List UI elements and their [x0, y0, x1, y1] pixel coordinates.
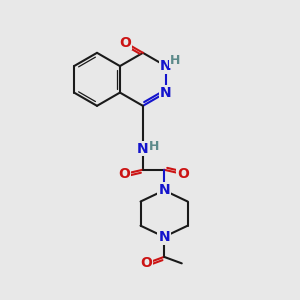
Text: O: O	[119, 35, 131, 50]
Text: H: H	[170, 54, 181, 67]
Text: H: H	[149, 140, 159, 153]
Text: N: N	[137, 142, 149, 155]
Text: O: O	[140, 256, 152, 270]
Text: N: N	[160, 85, 172, 100]
Text: O: O	[177, 167, 189, 181]
Text: O: O	[118, 167, 130, 181]
Text: N: N	[160, 59, 172, 73]
Text: N: N	[158, 183, 170, 197]
Text: N: N	[158, 230, 170, 244]
